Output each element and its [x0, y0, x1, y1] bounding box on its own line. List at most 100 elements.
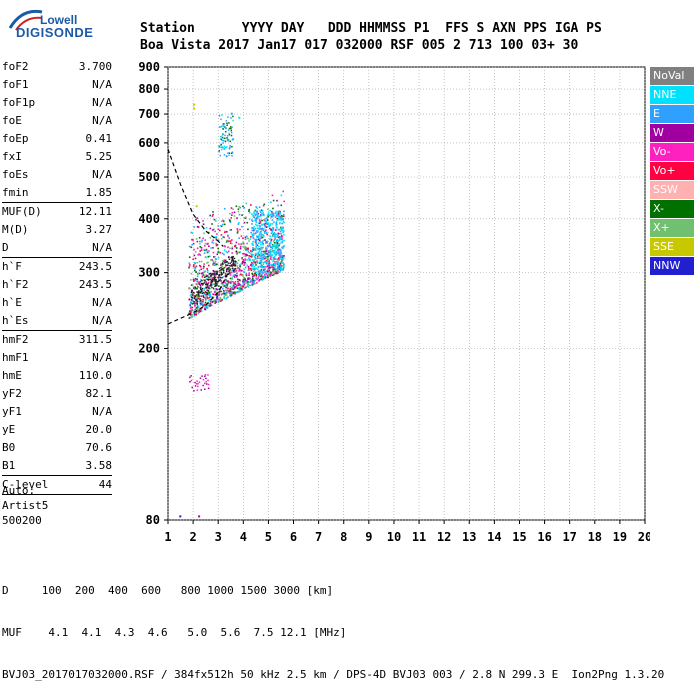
echo-point	[241, 289, 244, 291]
param-label: foEs	[2, 168, 29, 181]
echo-point	[226, 261, 228, 263]
echo-point	[237, 259, 240, 262]
echo-point	[258, 219, 261, 222]
echo-point	[272, 259, 275, 262]
echo-point	[252, 244, 254, 246]
param-value: 3.700	[78, 60, 112, 73]
echo-point	[198, 236, 201, 239]
echo-point	[201, 272, 203, 275]
param-value: N/A	[92, 405, 112, 418]
echo-point	[220, 234, 223, 236]
echo-point	[224, 265, 227, 268]
echo-point	[223, 297, 225, 300]
echo-point	[211, 241, 213, 243]
echo-point	[256, 207, 259, 210]
echo-point	[258, 248, 261, 251]
echo-point	[236, 274, 238, 277]
echo-point	[212, 293, 214, 295]
echo-point	[206, 271, 209, 274]
echo-point	[242, 284, 245, 286]
echo-point	[260, 253, 262, 255]
echo-point	[192, 292, 194, 295]
echo-point	[260, 250, 263, 253]
echo-point	[214, 276, 217, 279]
echo-point	[231, 247, 233, 250]
echo-point	[225, 231, 228, 233]
echo-point	[279, 212, 281, 215]
echo-point	[217, 225, 219, 227]
echo-point	[273, 257, 275, 259]
param-row: hmF2 311.5	[2, 331, 112, 349]
param-label: foF1	[2, 78, 29, 91]
echo-point	[205, 292, 208, 294]
echo-point	[192, 264, 195, 266]
echo-point	[206, 287, 208, 289]
echo-point	[218, 126, 221, 128]
echo-point	[226, 289, 228, 292]
echo-point	[271, 247, 274, 250]
echo-point	[236, 228, 239, 231]
echo-point	[199, 254, 202, 257]
echo-point	[192, 291, 195, 294]
echo-point	[267, 214, 270, 216]
echo-point	[234, 265, 236, 267]
echo-point	[269, 253, 272, 256]
echo-point	[189, 376, 191, 379]
echo-point	[253, 247, 256, 250]
echo-point	[224, 285, 226, 287]
echo-point	[260, 214, 263, 217]
x-tick-label: 12	[437, 530, 451, 544]
echo-point	[194, 295, 197, 298]
echo-point	[266, 233, 269, 236]
echo-point	[269, 224, 271, 227]
echo-point	[194, 288, 196, 290]
echo-point	[210, 247, 212, 249]
param-value: 0.41	[85, 132, 113, 145]
echo-point	[220, 143, 222, 146]
echo-point	[250, 236, 252, 238]
echo-point	[255, 273, 258, 276]
echo-point	[224, 294, 227, 297]
echo-point	[236, 278, 239, 281]
echo-point	[204, 239, 207, 241]
echo-point	[233, 268, 235, 270]
echo-point	[196, 303, 198, 305]
echo-point	[268, 263, 270, 265]
echo-point	[254, 282, 256, 285]
echo-point	[277, 215, 280, 217]
echo-point	[229, 292, 231, 294]
echo-point	[271, 212, 274, 215]
echo-point	[228, 270, 230, 272]
echo-point	[257, 238, 260, 241]
echo-point	[267, 259, 269, 261]
echo-point	[264, 232, 266, 234]
param-label: h`F2	[2, 278, 29, 291]
echo-point	[197, 282, 200, 284]
echo-point	[218, 292, 220, 295]
echo-point	[256, 217, 258, 220]
echo-point	[199, 283, 202, 286]
echo-point	[205, 283, 208, 285]
echo-point	[279, 252, 281, 255]
echo-point	[202, 267, 205, 270]
echo-point	[261, 256, 263, 259]
echo-point	[234, 287, 236, 289]
echo-point	[257, 261, 259, 264]
echo-point	[265, 272, 268, 275]
echo-point	[267, 222, 270, 224]
echo-point	[213, 272, 216, 274]
echo-point	[278, 268, 281, 271]
echo-point	[272, 244, 274, 247]
echo-point	[195, 238, 198, 240]
param-row: fxI 5.25	[2, 148, 112, 166]
echo-point	[252, 234, 255, 237]
echo-point	[273, 245, 276, 248]
param-row: B1 3.58	[2, 457, 112, 475]
header-row-labels: Station YYYY DAY DDD HHMMSS P1 FFS S AXN…	[140, 21, 602, 36]
x-tick-label: 20	[638, 530, 650, 544]
echo-point	[231, 242, 233, 245]
echo-point	[239, 247, 242, 249]
x-tick-label: 9	[365, 530, 372, 544]
echo-point	[264, 222, 267, 225]
echo-point	[207, 281, 210, 284]
